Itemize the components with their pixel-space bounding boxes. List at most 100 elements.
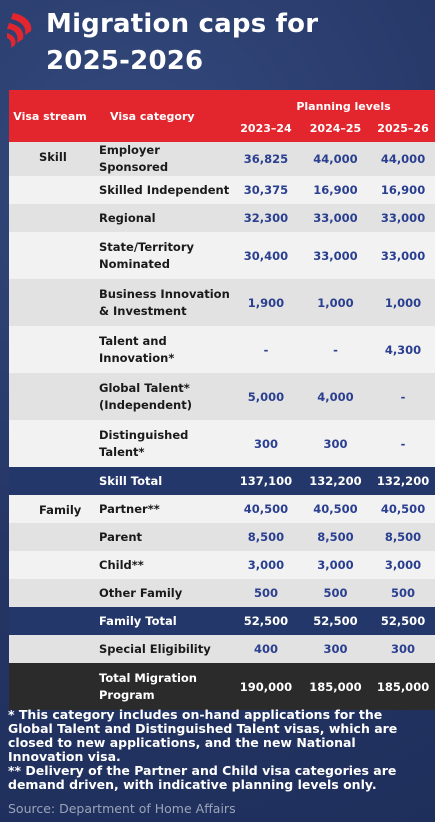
table-row: Parent 8,500 8,500 8,500 — [9, 523, 435, 551]
value-2024-25-cell: 300 — [323, 642, 348, 656]
visa-stream-cell — [9, 663, 91, 710]
value-2024-25-cell: 132,200 — [309, 474, 362, 488]
visa-stream-cell — [9, 467, 91, 495]
value-2025-26-cell: 1,000 — [384, 295, 422, 310]
visa-stream-cell — [9, 232, 91, 279]
visa-stream-cell — [9, 579, 91, 607]
visa-category-cell: Distinguished Talent* — [99, 427, 189, 459]
migration-caps-table: Visa stream Visa category Planning level… — [9, 90, 435, 710]
visa-stream-cell — [9, 607, 91, 635]
visa-category-cell: Family Total — [99, 613, 177, 628]
value-2025-26-cell: 132,200 — [376, 474, 430, 488]
table-row: Special Eligibility 400 300 300 — [9, 635, 435, 663]
table-row: Child** 3,000 3,000 3,000 — [9, 551, 435, 579]
visa-stream-cell — [9, 523, 91, 551]
table-row: Total Migration Program 190,000 185,000 185… — [9, 663, 435, 710]
value-2023-24-cell: 30,400 — [243, 248, 289, 263]
visa-stream-cell: Skill — [39, 150, 67, 164]
value-2025-26-cell: 3,000 — [384, 558, 422, 572]
value-2023-24-cell: 500 — [253, 586, 278, 600]
header-visa-category: Visa category — [110, 109, 195, 123]
header-year-2025: 2025–26 — [377, 122, 429, 135]
value-2025-26-cell: - — [400, 436, 406, 451]
value-2025-26-cell: 52,500 — [380, 614, 426, 628]
table-row: Family Total 52,500 52,500 52,500 — [9, 607, 435, 635]
value-2024-25-cell: 33,000 — [313, 211, 358, 225]
visa-category-cell: Other Family — [99, 585, 183, 600]
visa-category-cell: Skill Total — [99, 473, 163, 488]
value-2024-25-cell: 33,000 — [313, 248, 358, 263]
visa-category-cell: Child** — [99, 557, 144, 572]
visa-category-cell: Talent and Innovation* — [99, 333, 175, 365]
table-row: Business Innovation & Investment 1,900 1,0… — [9, 279, 435, 326]
value-2025-26-cell: 500 — [391, 586, 416, 600]
value-2024-25-cell: 185,000 — [309, 679, 362, 694]
value-2024-25-cell: 3,000 — [317, 558, 354, 572]
value-2023-24-cell: 400 — [253, 642, 278, 656]
value-2023-24-cell: 30,375 — [243, 183, 289, 197]
visa-stream-cell — [9, 373, 91, 420]
visa-category-cell: Partner** — [99, 501, 160, 516]
value-2024-25-cell: 40,500 — [313, 502, 358, 516]
table-row: Skill Employer Sponsored 36,825 44,000 44,00… — [9, 142, 435, 176]
table-row: Global Talent* (Independent) 5,000 4,000 - — [9, 373, 435, 420]
value-2025-26-cell: 33,000 — [380, 211, 426, 225]
value-2024-25-cell: 500 — [323, 586, 348, 600]
table-row: Skill Total 137,100 132,200 132,200 — [9, 467, 435, 495]
visa-category-cell: Parent — [99, 529, 143, 544]
visa-category-cell: Total Migration Program — [99, 670, 197, 702]
visa-stream-cell — [9, 176, 91, 204]
value-2023-24-cell: 137,100 — [239, 474, 293, 488]
value-2025-26-cell: 16,900 — [380, 183, 426, 197]
title-line-1: Migration caps for — [46, 9, 319, 39]
visa-stream-cell — [9, 551, 91, 579]
value-2023-24-cell: 3,000 — [247, 558, 285, 572]
visa-category-cell: Employer Sponsored — [99, 143, 169, 174]
table-row: Family Partner** 40,500 40,500 40,500 — [9, 495, 435, 523]
header-planning-levels: Planning levels — [296, 100, 391, 113]
header-year-2024: 2024–25 — [309, 122, 362, 135]
value-2025-26-cell: - — [400, 389, 406, 404]
value-2024-25-cell: 8,500 — [317, 530, 354, 544]
value-2023-24-cell: 32,300 — [243, 211, 289, 225]
value-2025-26-cell: 33,000 — [380, 248, 426, 263]
value-2024-25-cell: 300 — [323, 436, 348, 451]
table-row: Skilled Independent 30,375 16,900 16,900 — [9, 176, 435, 204]
value-2023-24-cell: 190,000 — [239, 679, 293, 694]
visa-stream-cell: Family — [39, 503, 82, 517]
visa-category-cell: Regional — [99, 210, 156, 225]
value-2024-25-cell: 52,500 — [313, 614, 358, 628]
value-2025-26-cell: 4,300 — [384, 342, 422, 357]
value-2024-25-cell: 16,900 — [313, 183, 358, 197]
value-2025-26-cell: 300 — [391, 642, 416, 656]
visa-stream-cell — [9, 326, 91, 373]
value-2023-24-cell: - — [263, 342, 269, 357]
visa-category-cell: Special Eligibility — [99, 641, 211, 656]
value-2024-25-cell: 1,000 — [317, 295, 354, 310]
value-2023-24-cell: 5,000 — [247, 389, 285, 404]
value-2023-24-cell: 36,825 — [243, 152, 289, 166]
footnote-talent: * This category includes on-hand applica… — [8, 707, 398, 764]
value-2023-24-cell: 8,500 — [247, 530, 285, 544]
value-2025-26-cell: 8,500 — [384, 530, 422, 544]
header-visa-stream: Visa stream — [13, 109, 87, 123]
visa-stream-cell — [9, 204, 91, 232]
header-year-2023: 2023–24 — [240, 122, 292, 135]
value-2025-26-cell: 185,000 — [376, 679, 430, 694]
value-2024-25-cell: - — [333, 342, 338, 357]
source-credit: Source: Department of Home Affairs — [8, 801, 236, 816]
value-2023-24-cell: 300 — [253, 436, 278, 451]
page-title: Migration caps for 2025-2026 — [46, 6, 426, 80]
value-2023-24-cell: 52,500 — [243, 614, 289, 628]
visa-category-cell: Skilled Independent — [99, 182, 230, 197]
value-2023-24-cell: 40,500 — [243, 502, 289, 516]
visa-category-cell: State/Territory Nominated — [99, 239, 195, 271]
table-row: Regional 32,300 33,000 33,000 — [9, 204, 435, 232]
table-row: Other Family 500 500 500 — [9, 579, 435, 607]
table-row: Distinguished Talent* 300 300 - — [9, 420, 435, 467]
visa-category-cell: Business Innovation & Investment — [99, 286, 230, 318]
visa-stream-cell — [9, 635, 91, 663]
value-2024-25-cell: 44,000 — [313, 152, 358, 166]
visa-stream-cell — [9, 279, 91, 326]
table-row: State/Territory Nominated 30,400 33,000 33,… — [9, 232, 435, 279]
